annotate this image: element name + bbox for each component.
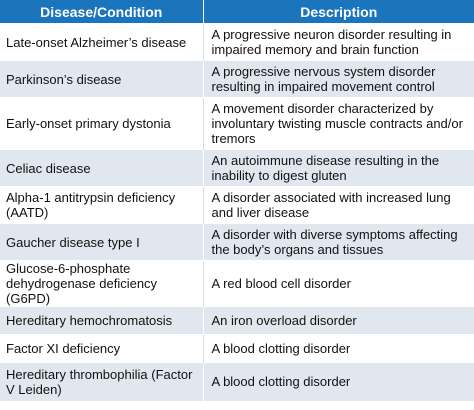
- table-row: Hereditary thrombophilia (Factor V Leide…: [0, 362, 474, 401]
- disease-table: Disease/Condition Description Late-onset…: [0, 0, 474, 401]
- table-row: Parkinson’s disease A progressive nervou…: [0, 60, 474, 98]
- description-cell: A movement disorder characterized by inv…: [203, 97, 474, 150]
- table-row: Glucose-6-phosphate dehydrogenase defici…: [0, 260, 474, 307]
- table-row: Alpha-1 antitrypsin deficiency (AATD) A …: [0, 186, 474, 224]
- table-row: Gaucher disease type I A disorder with d…: [0, 223, 474, 261]
- description-cell: A disorder associated with increased lun…: [203, 186, 474, 224]
- table-row: Celiac disease An autoimmune disease res…: [0, 149, 474, 187]
- header-description: Description: [203, 0, 474, 24]
- description-cell: A blood clotting disorder: [203, 362, 474, 401]
- condition-cell: Gaucher disease type I: [0, 223, 204, 261]
- condition-cell: Hereditary hemochromatosis: [0, 306, 204, 335]
- description-cell: An iron overload disorder: [203, 306, 474, 335]
- description-cell: An autoimmune disease resulting in the i…: [203, 149, 474, 187]
- table-row: Factor XI deficiency A blood clotting di…: [0, 334, 474, 363]
- description-cell: A red blood cell disorder: [203, 260, 474, 307]
- table-row: Late-onset Alzheimer’s disease A progres…: [0, 23, 474, 61]
- condition-cell: Parkinson’s disease: [0, 60, 204, 98]
- condition-cell: Alpha-1 antitrypsin deficiency (AATD): [0, 186, 204, 224]
- description-cell: A progressive neuron disorder resulting …: [203, 23, 474, 61]
- condition-cell: Hereditary thrombophilia (Factor V Leide…: [0, 362, 204, 401]
- condition-cell: Late-onset Alzheimer’s disease: [0, 23, 204, 61]
- table-row: Hereditary hemochromatosis An iron overl…: [0, 306, 474, 335]
- header-disease-condition: Disease/Condition: [0, 0, 204, 24]
- condition-cell: Celiac disease: [0, 149, 204, 187]
- condition-cell: Glucose-6-phosphate dehydrogenase defici…: [0, 260, 204, 307]
- condition-cell: Early-onset primary dystonia: [0, 97, 204, 150]
- description-cell: A progressive nervous system disorder re…: [203, 60, 474, 98]
- table-row: Early-onset primary dystonia A movement …: [0, 97, 474, 150]
- description-cell: A blood clotting disorder: [203, 334, 474, 363]
- table-header-row: Disease/Condition Description: [0, 0, 474, 24]
- condition-cell: Factor XI deficiency: [0, 334, 204, 363]
- description-cell: A disorder with diverse symptoms affecti…: [203, 223, 474, 261]
